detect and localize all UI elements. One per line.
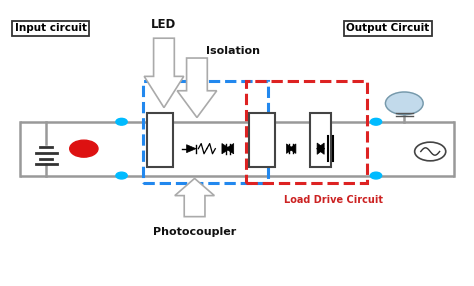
Circle shape xyxy=(116,172,127,179)
Text: LED: LED xyxy=(151,18,177,31)
Bar xyxy=(143,81,268,183)
Bar xyxy=(147,113,173,167)
Polygon shape xyxy=(289,144,296,153)
Polygon shape xyxy=(317,143,324,154)
Polygon shape xyxy=(286,144,293,153)
Circle shape xyxy=(385,92,423,115)
Bar xyxy=(246,81,366,183)
Polygon shape xyxy=(177,58,217,118)
Text: Load Drive Circuit: Load Drive Circuit xyxy=(284,195,383,205)
Polygon shape xyxy=(222,144,230,154)
Circle shape xyxy=(70,140,98,157)
Polygon shape xyxy=(187,145,196,153)
Circle shape xyxy=(415,142,446,161)
Bar xyxy=(249,113,275,167)
Circle shape xyxy=(116,118,127,125)
Text: Photocoupler: Photocoupler xyxy=(153,227,236,237)
Text: Isolation: Isolation xyxy=(206,46,260,56)
Polygon shape xyxy=(317,143,325,154)
Circle shape xyxy=(370,118,382,125)
Text: Input circuit: Input circuit xyxy=(15,23,87,33)
Polygon shape xyxy=(175,178,214,217)
Text: Output Circuit: Output Circuit xyxy=(346,23,429,33)
Circle shape xyxy=(370,172,382,179)
Bar xyxy=(310,113,331,167)
Polygon shape xyxy=(226,144,234,154)
Polygon shape xyxy=(144,38,184,108)
